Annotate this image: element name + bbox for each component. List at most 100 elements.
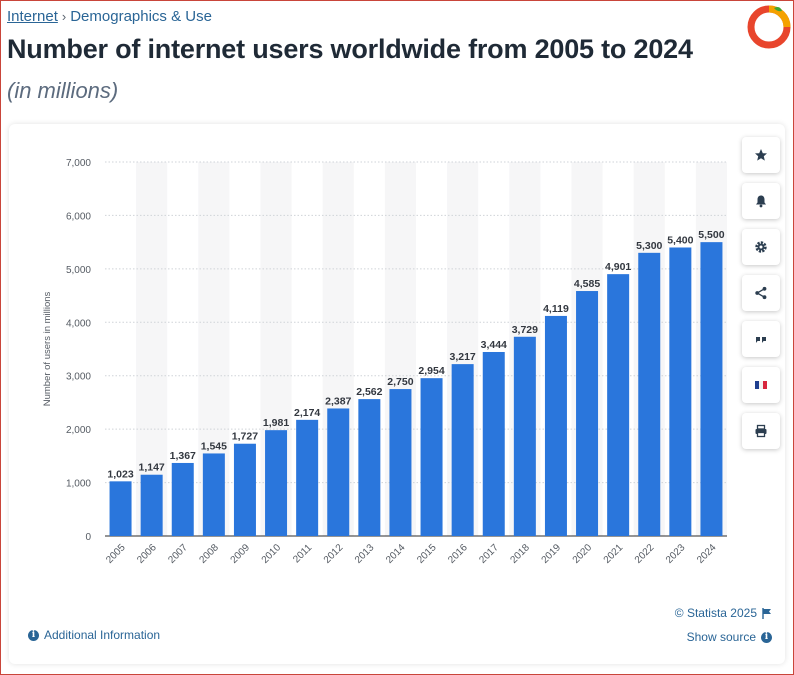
x-tick-label: 2009 [229,542,253,566]
data-label: 1,367 [170,450,196,462]
show-source-link[interactable]: Show source i [687,630,772,644]
y-tick-label: 3,000 [66,372,91,383]
y-tick-label: 7,000 [66,158,91,169]
show-source-label: Show source [686,630,756,644]
data-label: 5,300 [636,240,662,252]
y-tick-label: 4,000 [66,318,91,329]
data-label: 3,729 [512,324,538,336]
bar-2016 [451,364,474,536]
gear-icon [755,241,767,253]
data-label: 4,901 [605,261,631,273]
data-label: 1,147 [139,462,165,474]
y-tick-label: 5,000 [66,265,91,276]
y-tick-label: 2,000 [66,425,91,436]
bell-button[interactable] [742,183,780,219]
bar-2010 [265,430,288,536]
column-band [136,162,168,536]
share-button[interactable] [742,275,780,311]
bar-2013 [358,399,381,536]
x-tick-label: 2019 [540,542,564,566]
x-tick-label: 2023 [664,542,688,566]
data-label: 1,023 [107,468,133,480]
x-tick-label: 2006 [135,542,159,566]
bar-2014 [389,389,412,536]
x-tick-label: 2022 [633,542,657,566]
quote-icon [756,337,766,343]
flag-icon [762,607,771,619]
breadcrumb-link-demographics[interactable]: Demographics & Use [70,8,212,25]
x-tick-label: 2021 [602,542,626,566]
data-label: 3,444 [481,339,507,351]
x-tick-label: 2012 [322,542,346,566]
breadcrumb-separator-icon: › [61,9,67,24]
breadcrumb: Internet › Demographics & Use [7,8,212,25]
french-flag-icon [755,381,767,389]
x-tick-label: 2018 [508,542,532,566]
data-label: 5,500 [698,229,724,241]
bar-2006 [140,474,163,536]
y-tick-label: 1,000 [66,479,91,490]
bar-2024 [700,242,723,536]
data-label: 2,750 [387,376,413,388]
bar-2011 [296,419,319,536]
bar-2019 [544,315,567,536]
bar-2017 [482,351,505,536]
bar-2023 [669,247,692,536]
x-tick-label: 2014 [384,542,408,566]
bell-icon [756,195,766,208]
additional-information-label: Additional Information [44,628,161,642]
x-tick-label: 2007 [166,542,190,566]
copyright-label: © Statista 2025 [674,606,757,620]
bar-2022 [638,252,661,537]
bar-2008 [202,453,225,536]
x-tick-label: 2016 [446,542,470,566]
bar-2009 [233,443,256,536]
x-tick-label: 2011 [291,542,314,565]
info-icon: i [28,629,39,641]
bar-2012 [327,408,350,536]
bar-2020 [576,291,599,536]
data-label: 1,981 [263,417,289,429]
gear-button[interactable] [742,229,780,265]
additional-information-link[interactable]: i Additional Information [28,628,160,642]
x-tick-label: 2010 [260,542,284,566]
statista-logo-icon[interactable] [747,3,791,49]
print-button[interactable] [742,413,780,449]
info-icon: i [761,631,772,643]
x-tick-label: 2015 [415,542,439,566]
y-axis-label: Number of users in millions [42,291,53,406]
bar-2018 [513,336,536,536]
x-tick-label: 2005 [104,542,128,566]
data-label: 4,585 [574,278,600,290]
french-flag-button[interactable] [742,367,780,403]
bar-2021 [607,274,630,536]
bar-2005 [109,481,132,536]
data-label: 2,174 [294,407,320,419]
y-tick-label: 0 [85,532,91,543]
quote-button[interactable] [742,321,780,357]
data-label: 5,400 [667,234,693,246]
breadcrumb-link-internet[interactable]: Internet [7,8,58,25]
x-tick-label: 2017 [477,542,501,566]
star-button[interactable] [742,137,780,173]
print-icon [755,424,767,438]
bar-2015 [420,378,443,536]
page-subtitle: (in millions) [7,78,119,103]
x-tick-label: 2013 [353,542,377,566]
page-title: Number of internet users worldwide from … [7,34,693,64]
data-label: 2,954 [418,365,444,377]
copyright[interactable]: © Statista 2025 [675,606,772,620]
data-label: 2,562 [356,386,382,398]
y-tick-label: 6,000 [66,211,91,222]
bar-2007 [171,462,194,536]
data-label: 4,119 [543,303,569,315]
x-tick-label: 2020 [571,542,595,566]
x-tick-label: 2008 [197,542,221,566]
data-label: 3,217 [450,351,476,363]
data-label: 1,545 [201,440,227,452]
x-tick-label: 2024 [695,542,719,566]
share-icon [755,286,767,300]
data-label: 2,387 [325,395,351,407]
star-icon [755,149,767,161]
